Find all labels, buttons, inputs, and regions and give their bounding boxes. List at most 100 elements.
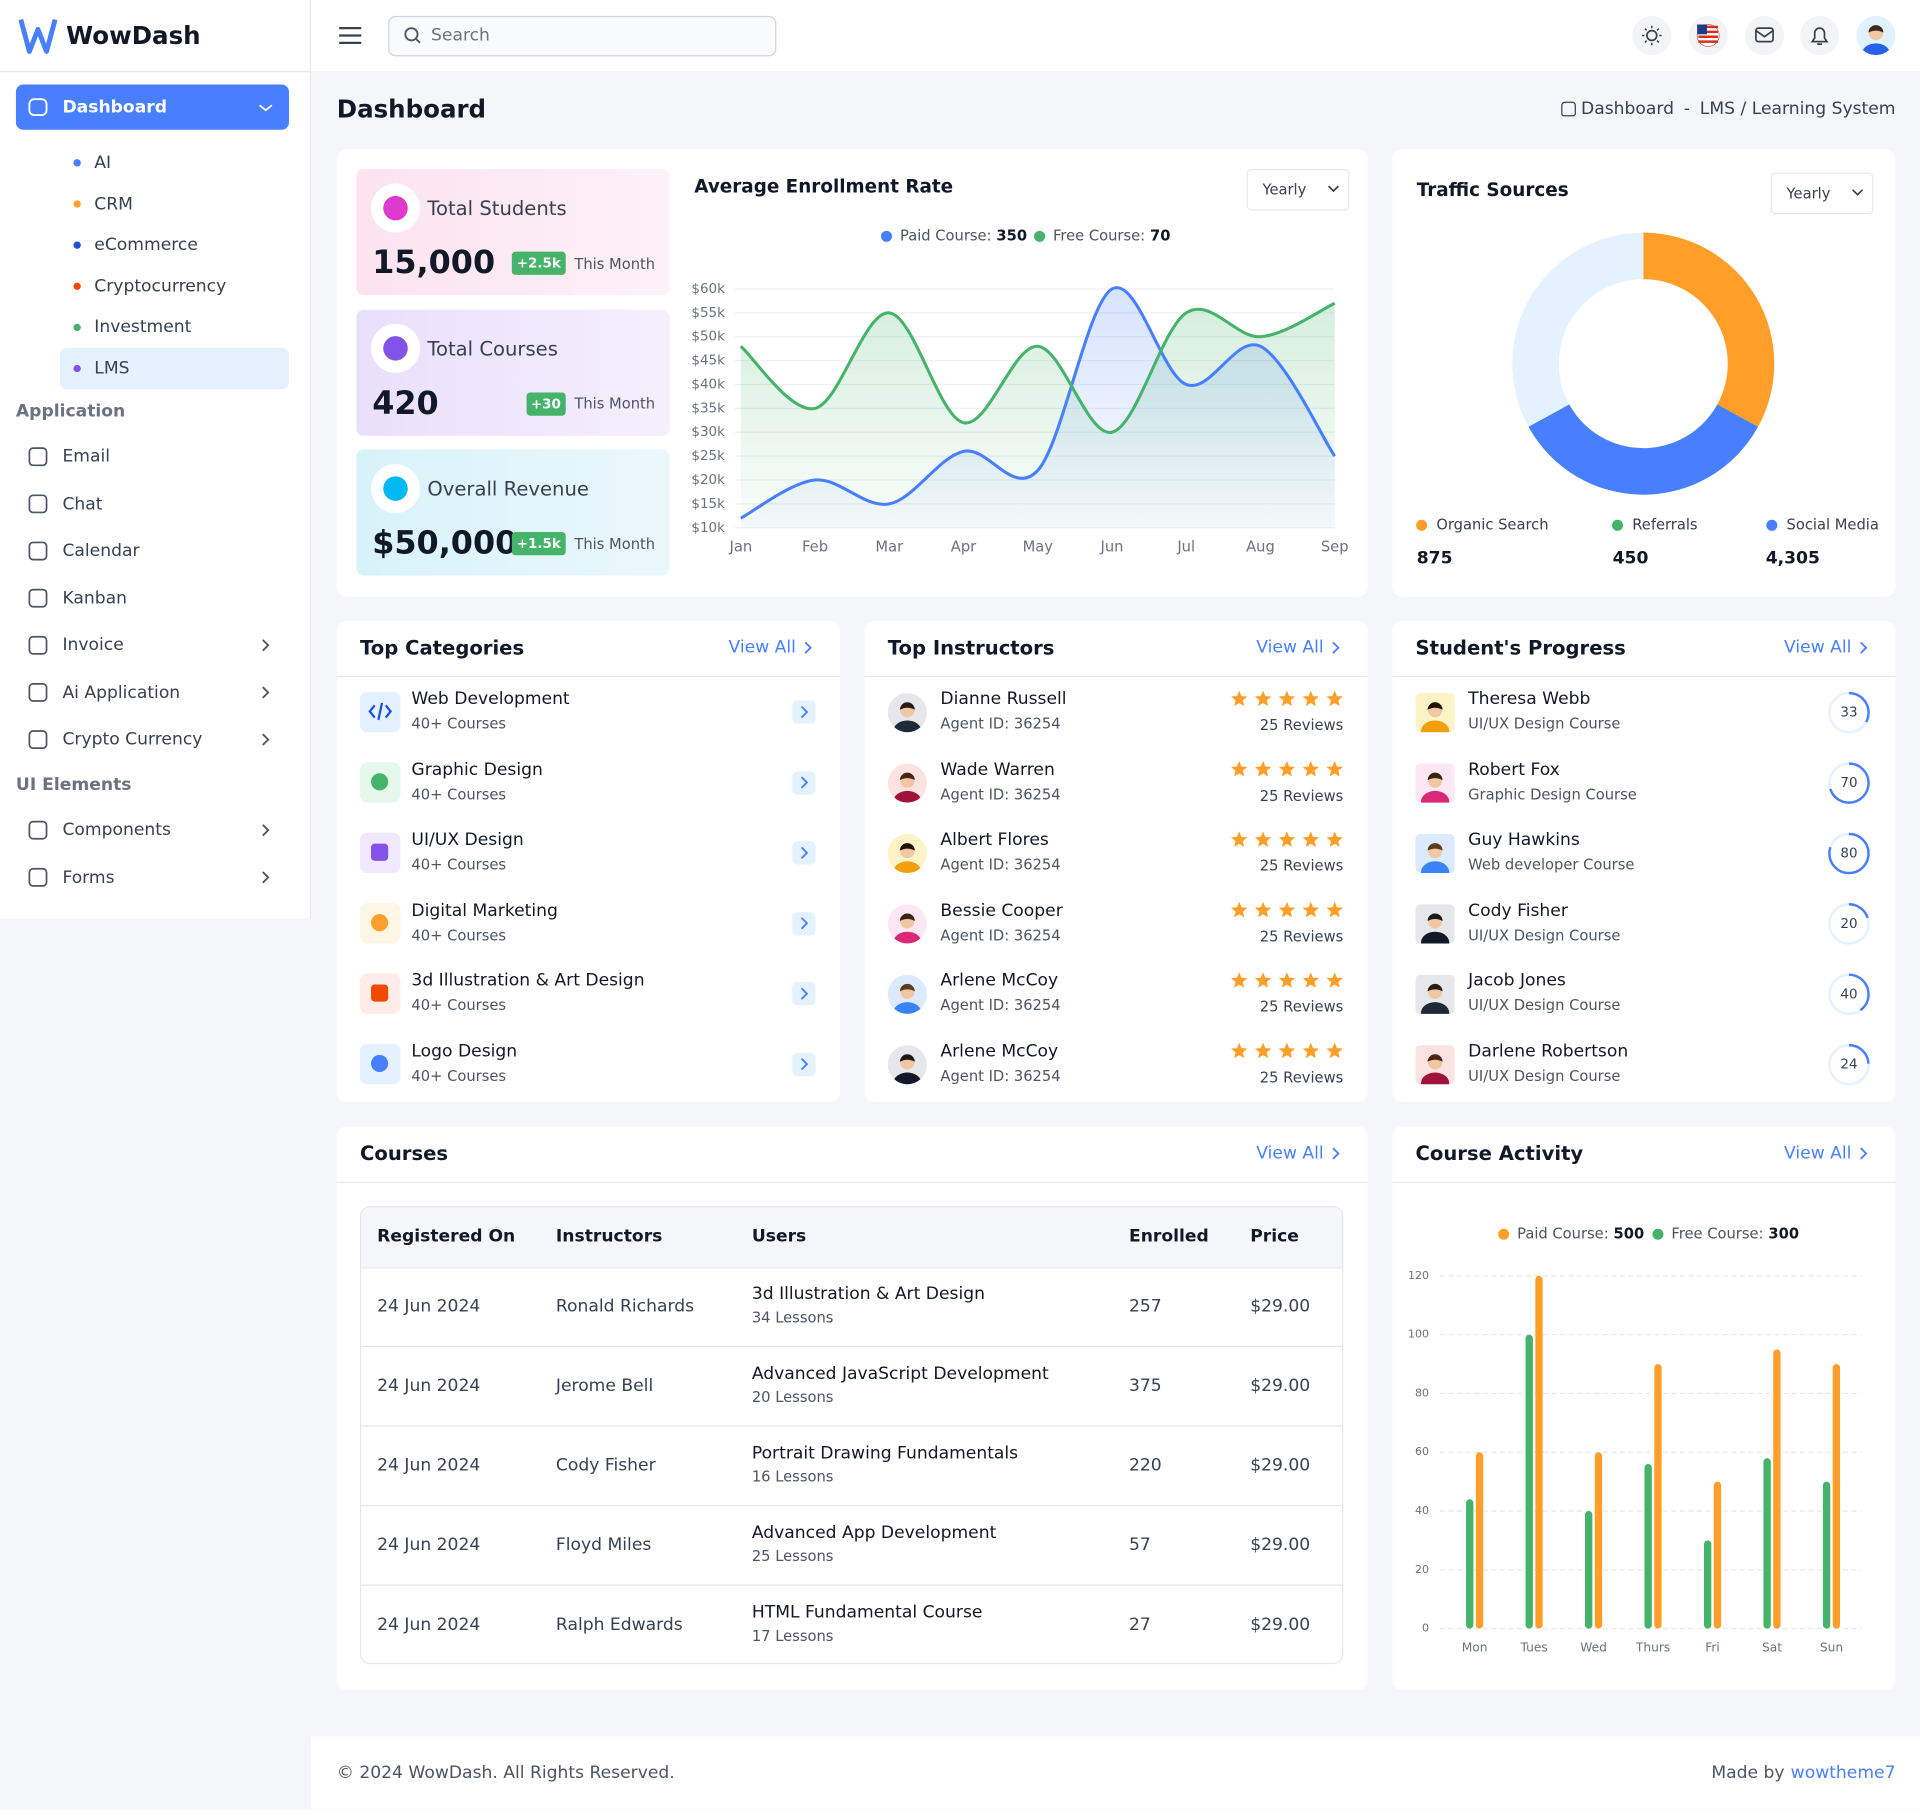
stat-change: +30 This Month xyxy=(526,392,655,415)
badge: +30 xyxy=(526,392,566,415)
cell-price: $29.00 xyxy=(1250,1376,1310,1396)
cell-price: $29.00 xyxy=(1250,1297,1310,1317)
credit: Made bywowtheme7 xyxy=(1711,1763,1895,1783)
cell-lessons: 20 Lessons xyxy=(752,1389,834,1406)
row-divider xyxy=(361,1346,1342,1347)
nav-item[interactable]: Kanban xyxy=(62,588,127,608)
cell-date: 24 Jun 2024 xyxy=(377,1615,480,1635)
nav-item[interactable]: Ai Application xyxy=(62,683,180,703)
divider xyxy=(337,1182,1368,1183)
card-traffic xyxy=(1392,149,1895,596)
cell-lessons: 34 Lessons xyxy=(752,1309,834,1326)
category-sub: 40+ Courses xyxy=(411,926,506,943)
nav-item[interactable]: Forms xyxy=(62,868,114,888)
badge: +2.5k xyxy=(512,252,566,275)
nav-item[interactable]: Components xyxy=(62,820,170,840)
stat-change: +2.5kThis Month xyxy=(512,252,655,275)
nav-item[interactable]: Email xyxy=(62,447,110,467)
author-link[interactable]: wowtheme7 xyxy=(1791,1763,1896,1783)
cell-course: HTML Fundamental Course xyxy=(752,1603,983,1623)
category-sub: 40+ Courses xyxy=(411,786,506,803)
nav-sub-item[interactable]: Cryptocurrency xyxy=(94,276,226,296)
view-all[interactable]: View All xyxy=(729,638,796,658)
divider xyxy=(1392,1182,1895,1183)
divider xyxy=(864,676,1367,677)
row-divider xyxy=(361,1584,1342,1585)
row-button[interactable] xyxy=(792,771,815,794)
nav-sub-item[interactable]: LMS xyxy=(94,359,129,379)
stat-label: Overall Revenue xyxy=(427,477,589,500)
period: This Month xyxy=(574,395,655,412)
nav-section: UI Elements xyxy=(16,775,132,795)
nav-sub-item[interactable]: CRM xyxy=(94,194,133,214)
cell-lessons: 17 Lessons xyxy=(752,1627,834,1644)
category-name: 3d Illustration & Art Design xyxy=(411,971,644,991)
reviews: 25 Reviews xyxy=(1260,857,1343,874)
nav-item[interactable]: Calendar xyxy=(62,541,139,561)
student-course: Graphic Design Course xyxy=(1468,786,1637,803)
category-sub: 40+ Courses xyxy=(411,856,506,873)
cell-instructor: Jerome Bell xyxy=(556,1376,653,1396)
table-header: Users xyxy=(752,1227,806,1247)
view-all[interactable]: View All xyxy=(1784,638,1851,658)
view-all[interactable]: View All xyxy=(1784,1144,1851,1164)
row-divider xyxy=(361,1425,1342,1426)
nav-item[interactable]: Invoice xyxy=(62,636,123,656)
row-button[interactable] xyxy=(792,912,815,935)
row-button[interactable] xyxy=(792,1052,815,1075)
breadcrumb-item[interactable]: Dashboard xyxy=(1581,99,1674,119)
table-header: Instructors xyxy=(556,1227,662,1247)
home-icon xyxy=(1561,102,1576,117)
cell-course: Advanced JavaScript Development xyxy=(752,1364,1049,1384)
stat-value: 15,000 xyxy=(372,245,495,282)
view-all[interactable]: View All xyxy=(1256,638,1323,658)
reviews: 25 Reviews xyxy=(1260,1068,1343,1085)
cell-instructor: Ralph Edwards xyxy=(556,1615,683,1635)
divider xyxy=(1392,676,1895,677)
nav-item[interactable]: Chat xyxy=(62,494,102,514)
cell-instructor: Floyd Miles xyxy=(556,1536,651,1556)
card-title: Course Activity xyxy=(1416,1142,1584,1165)
category-name: Digital Marketing xyxy=(411,901,557,921)
view-all[interactable]: View All xyxy=(1256,1144,1323,1164)
student-course: UI/UX Design Course xyxy=(1468,997,1620,1014)
row-button[interactable] xyxy=(792,982,815,1005)
stat-value: 420 xyxy=(372,385,438,422)
stat-change: +1.5kThis Month xyxy=(512,532,655,555)
cell-instructor: Ronald Richards xyxy=(556,1297,694,1317)
select-value[interactable]: Yearly xyxy=(1262,181,1306,198)
card-title: Top Categories xyxy=(360,636,524,659)
row-button[interactable] xyxy=(792,700,815,723)
nav-item[interactable]: Crypto Currency xyxy=(62,730,202,750)
nav-sub-item[interactable]: Investment xyxy=(94,318,191,338)
instructor-name: Wade Warren xyxy=(940,760,1054,780)
badge: +1.5k xyxy=(512,532,566,555)
cell-date: 24 Jun 2024 xyxy=(377,1297,480,1317)
instructor-name: Dianne Russell xyxy=(940,689,1066,709)
student-course: UI/UX Design Course xyxy=(1468,715,1620,732)
nav-sub-item[interactable]: AI xyxy=(94,153,111,173)
select-value[interactable]: Yearly xyxy=(1787,185,1831,202)
cell-course: Advanced App Development xyxy=(752,1523,996,1543)
category-sub: 40+ Courses xyxy=(411,715,506,732)
category-name: Graphic Design xyxy=(411,760,542,780)
breadcrumb: Dashboard-LMS / Learning System xyxy=(1561,99,1895,119)
cell-instructor: Cody Fisher xyxy=(556,1456,656,1476)
instructor-sub: Agent ID: 36254 xyxy=(940,856,1060,873)
cell-course: Portrait Drawing Fundamentals xyxy=(752,1444,1018,1464)
student-course: Web developer Course xyxy=(1468,856,1634,873)
cell-lessons: 25 Lessons xyxy=(752,1548,834,1565)
student-course: UI/UX Design Course xyxy=(1468,1067,1620,1084)
instructor-sub: Agent ID: 36254 xyxy=(940,997,1060,1014)
nav-sub-item[interactable]: eCommerce xyxy=(94,235,198,255)
stat-value: $50,000 xyxy=(372,525,517,562)
table xyxy=(360,1206,1343,1664)
cell-enrolled: 375 xyxy=(1129,1376,1162,1396)
brand: WowDash xyxy=(66,21,200,50)
row-button[interactable] xyxy=(792,841,815,864)
reviews: 25 Reviews xyxy=(1260,928,1343,945)
student-name: Theresa Webb xyxy=(1468,689,1590,709)
